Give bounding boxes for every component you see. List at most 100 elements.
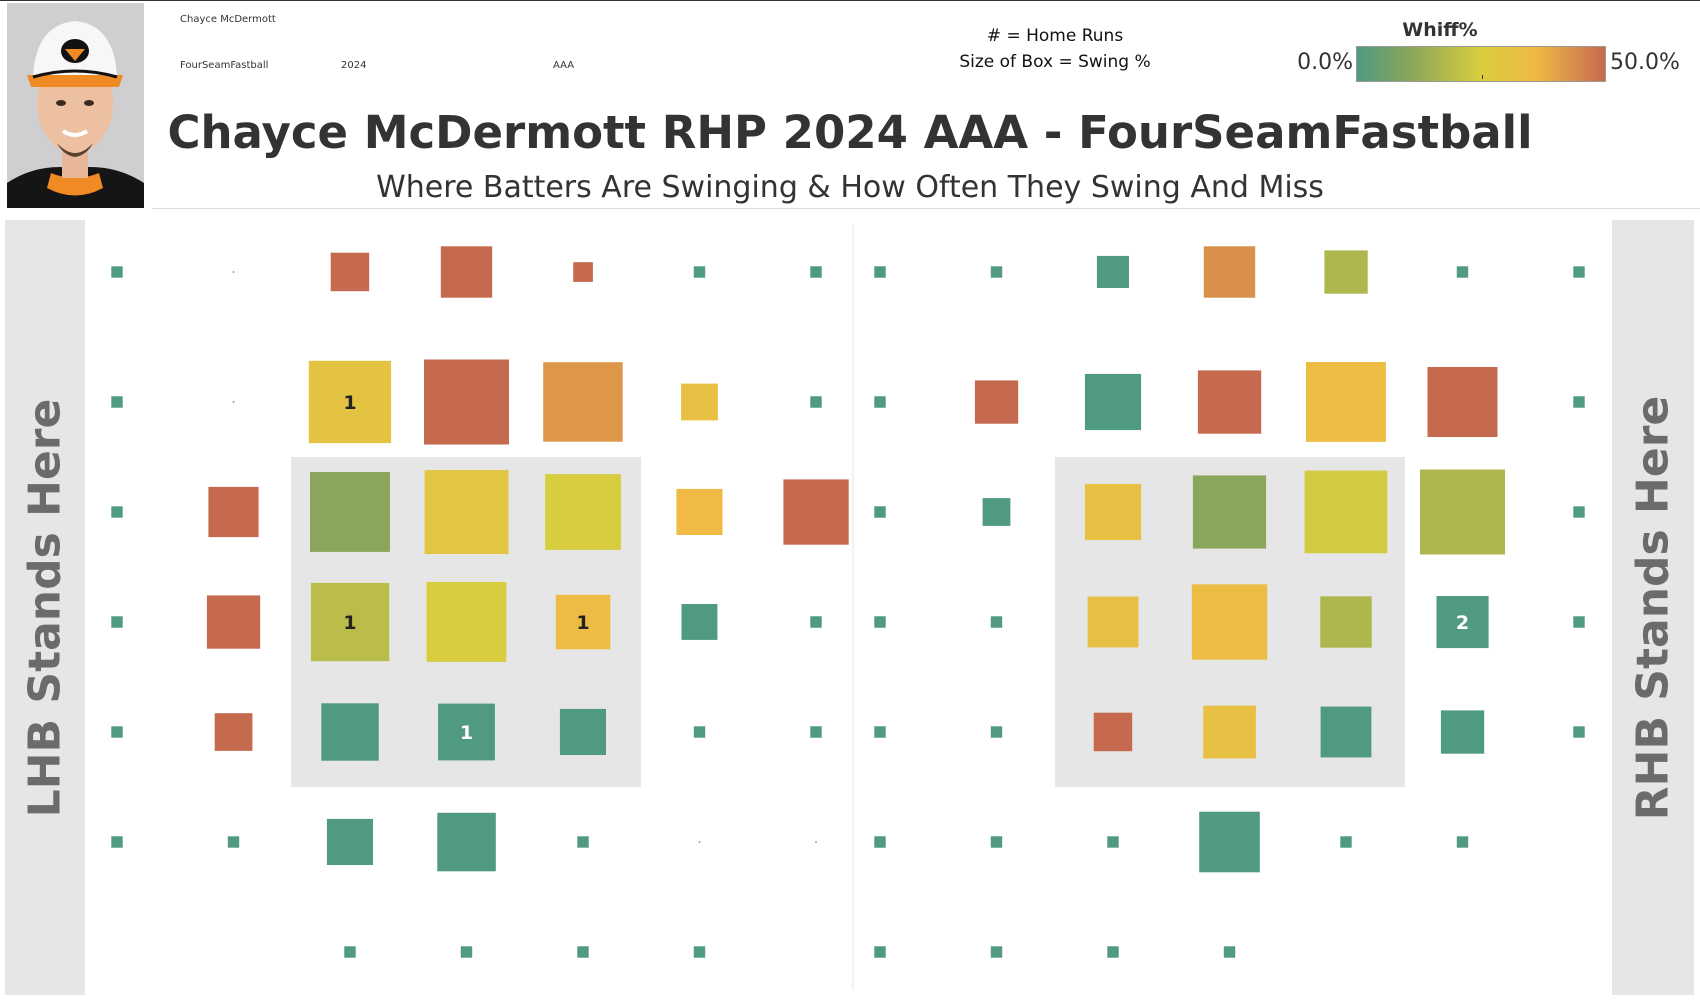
lhb-zone-box	[227, 836, 240, 848]
rhb-zone-box	[974, 380, 1019, 424]
player-photo	[7, 3, 144, 208]
rhb-home-run-label: 2	[1456, 612, 1469, 634]
header-divider	[152, 208, 1700, 209]
lhb-zone-box	[573, 262, 593, 282]
lhb-zone-box	[310, 582, 390, 662]
rhb-zone-box	[1573, 616, 1585, 628]
lhb-side-band: LHB Stands Here	[5, 220, 85, 995]
rhb-zone-box	[1087, 596, 1139, 648]
lhb-zone-box	[676, 488, 723, 535]
lhb-zone-box	[577, 836, 589, 848]
rhb-zone-box	[1197, 370, 1262, 434]
rhb-zone-box	[1199, 811, 1260, 873]
lhb-zone-box	[693, 946, 706, 958]
lhb-zone-box	[426, 582, 507, 662]
rhb-zone-box	[874, 506, 886, 518]
rhb-zone-box	[874, 726, 886, 738]
whiff-color-scale	[1356, 46, 1606, 82]
lhb-home-run-label: 1	[576, 612, 589, 634]
lhb-zone-box	[308, 360, 392, 444]
legend-home-runs: # = Home Runs	[986, 26, 1124, 46]
rhb-zone-box	[1093, 712, 1133, 752]
rhb-zone-box	[1573, 726, 1585, 738]
lhb-zone-box	[438, 703, 495, 761]
meta-player: Chayce McDermott	[180, 14, 276, 25]
lhb-zone-box	[344, 946, 356, 958]
lhb-home-run-label: 1	[343, 612, 356, 634]
rhb-zone-box	[874, 836, 886, 848]
whiff-scale-tick	[1482, 75, 1483, 79]
rhb-zone-box	[1324, 250, 1368, 294]
lhb-zone-box	[208, 486, 259, 538]
lhb-zone-box	[693, 726, 706, 738]
lhb-zone-box	[111, 616, 123, 628]
rhb-zone-box	[1107, 946, 1119, 958]
lhb-zone-box	[698, 841, 701, 843]
lhb-home-run-label: 1	[460, 722, 473, 744]
lhb-zone-box	[310, 472, 390, 552]
whiff-legend-max: 50.0%	[1610, 50, 1680, 75]
rhb-zone-box	[1191, 584, 1268, 660]
rhb-zone-box	[1573, 266, 1585, 278]
rhb-side-band: RHB Stands Here	[1612, 220, 1694, 995]
lhb-zone-box	[214, 713, 253, 751]
lhb-zone-box	[111, 396, 123, 408]
rhb-zone-box	[1304, 470, 1388, 554]
lhb-zone-box	[440, 246, 493, 298]
lhb-zone-box	[693, 266, 706, 278]
meta-pitch: FourSeamFastball	[180, 60, 269, 71]
lhb-zone-box	[545, 474, 621, 550]
whiff-legend-title: Whiff%	[1402, 19, 1478, 41]
rhb-zone-box	[1203, 246, 1256, 298]
rhb-zone-box	[1203, 705, 1256, 759]
lhb-zone-box	[810, 726, 822, 738]
rhb-zone-box	[1320, 706, 1372, 758]
lhb-zone-box	[810, 266, 822, 278]
rhb-zone-box	[1456, 836, 1469, 848]
rhb-zone-box	[1440, 710, 1485, 754]
lhb-zone-box	[681, 383, 718, 421]
rhb-zone-box	[990, 266, 1003, 278]
rhb-zone-box	[990, 616, 1003, 628]
rhb-zone-box	[874, 946, 886, 958]
rhb-zone-box	[1436, 596, 1489, 649]
lhb-zone-box	[232, 271, 235, 273]
lhb-zone-box	[111, 836, 123, 848]
lhb-zone-box	[111, 266, 123, 278]
chart-subtitle: Where Batters Are Swinging & How Often T…	[376, 170, 1324, 205]
meta-season: 2024	[341, 60, 367, 71]
lhb-zone-box	[543, 362, 623, 442]
rhb-zone-box	[990, 726, 1003, 738]
lhb-zone-box	[330, 252, 370, 292]
rhb-zone-box	[874, 396, 886, 408]
rhb-zone-box	[1107, 836, 1119, 848]
rhb-zone-box	[1084, 373, 1142, 431]
rhb-zone-box	[1573, 506, 1585, 518]
chart-title: Chayce McDermott RHP 2024 AAA - FourSeam…	[167, 106, 1533, 159]
lhb-zone-box	[326, 818, 373, 865]
rhb-zone-box	[1192, 475, 1267, 549]
lhb-zone-box	[810, 616, 822, 628]
whiff-legend-min: 0.0%	[1297, 50, 1353, 75]
lhb-zone-box	[424, 359, 509, 445]
lhb-zone-box	[111, 506, 123, 518]
rhb-zone-box	[1573, 396, 1585, 408]
rhb-zone-box	[1084, 483, 1142, 541]
lhb-zone-box	[437, 812, 496, 872]
rhb-zone-box	[1420, 469, 1505, 555]
rhb-zone-box	[1456, 266, 1469, 278]
lhb-zone-box	[111, 726, 123, 738]
rhb-zone-box	[1096, 255, 1129, 288]
rhb-zone-box	[1223, 946, 1236, 958]
lhb-zone-box	[681, 604, 718, 640]
lhb-zone-box	[555, 594, 611, 650]
legend-box-size: Size of Box = Swing %	[959, 52, 1151, 72]
rhb-zone-box	[982, 498, 1011, 526]
lhb-zone-box	[424, 470, 509, 554]
rhb-zone-box	[1320, 596, 1372, 648]
rhb-zone-box	[874, 266, 886, 278]
lhb-zone-box	[559, 708, 606, 755]
lhb-zone-box	[460, 946, 473, 958]
lhb-zone-box	[321, 703, 379, 761]
